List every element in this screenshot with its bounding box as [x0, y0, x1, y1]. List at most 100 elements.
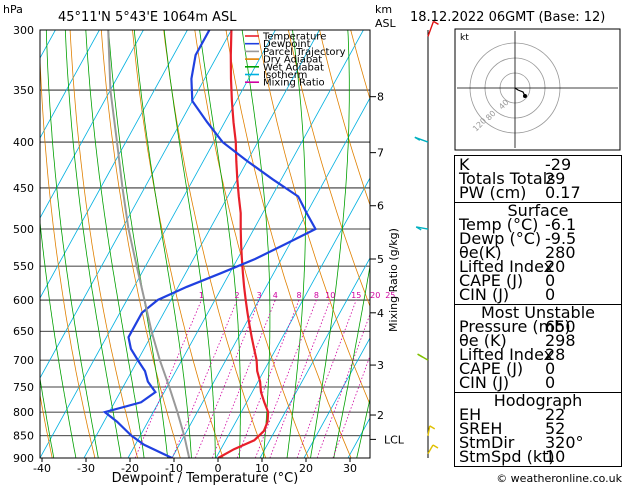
isotherm-line	[171, 97, 370, 458]
wind-barb	[427, 21, 435, 37]
storm-motion-dot	[523, 94, 527, 98]
asl-unit: ASL	[375, 17, 397, 30]
plot-frame	[39, 29, 371, 459]
temperature-tick-label: -20	[121, 462, 139, 475]
isotherm-line	[40, 30, 144, 219]
wet-adiabat-line	[310, 30, 350, 458]
isotherm-line	[215, 177, 370, 458]
mu-row: Lifted Index 28	[459, 345, 566, 364]
hodo-row: StmSpd (kt) 10	[459, 447, 566, 466]
dry-adiabat-line	[194, 30, 309, 458]
surface-row: Dewp (°C) -9.5	[459, 229, 577, 248]
legend-label: Parcel Trajectory	[263, 47, 346, 58]
mixing-ratio-axis-label: Mixing Ratio (g/kg)	[387, 228, 400, 332]
mixing-ratio-label: 8	[296, 291, 301, 300]
mixing-ratio-line	[254, 299, 317, 458]
temperature-axis: -40 -30 -20 -10 0 10 20 30	[33, 458, 357, 475]
wet-adiabat-line	[356, 397, 370, 458]
temperature-tick-label: 30	[343, 462, 357, 475]
dry-adiabat-line	[163, 30, 267, 458]
isotherm-line	[40, 30, 100, 139]
mu-row: θe (K) 298	[459, 331, 576, 350]
index-row-pw: PW (cm) 0.17	[459, 183, 581, 202]
surface-row: θe(K) 280	[459, 243, 576, 262]
pressure-tick-label: 600	[13, 294, 34, 307]
dry-adiabat-line	[256, 30, 370, 406]
temperature-tick-label: -30	[77, 462, 95, 475]
temperature-tick-label: 0	[215, 462, 222, 475]
dry-adiabat-line	[288, 30, 370, 308]
pressure-tick-label: 400	[13, 136, 34, 149]
wind-barb-flag	[415, 226, 422, 231]
wind-barb-flag	[433, 20, 439, 26]
isotherm-line	[40, 30, 188, 299]
altitude-tick-label: 2	[377, 409, 384, 422]
hodo-row: EH 22	[459, 405, 566, 424]
pressure-tick-label: 700	[13, 354, 34, 367]
pressure-tick-label: 850	[13, 430, 34, 443]
pressure-tick-label: 750	[13, 381, 34, 394]
surface-title: Surface	[507, 201, 569, 220]
surface-row: CIN (J) 0	[459, 285, 556, 304]
wet-adiabat-line	[133, 30, 192, 458]
wind-barbs	[414, 20, 439, 458]
wet-adiabat-line	[108, 30, 168, 458]
mu-row: CIN (J) 0	[459, 373, 556, 392]
mu-row: CAPE (J) 0	[459, 359, 556, 378]
footer-credit: © weatheronline.co.uk	[496, 472, 622, 485]
wet-adiabat-line	[45, 30, 99, 458]
most-unstable-box: Most Unstable Pressure (mb) 650 θe (K) 298…	[454, 304, 622, 393]
mixing-ratio-label: 20	[370, 291, 380, 300]
x-axis-label: Dewpoint / Temperature (°C)	[112, 471, 299, 486]
altitude-tick-label: 3	[377, 359, 384, 372]
pressure-tick-label: 800	[13, 406, 34, 419]
altitude-tick-label: LCL	[384, 433, 405, 446]
hodograph-frame	[454, 28, 621, 151]
legend-label: Wet Adiabat	[263, 62, 324, 73]
legend-label: Mixing Ratio	[263, 78, 325, 89]
wet-adiabat-line	[40, 375, 55, 458]
dry-adiabat-line	[40, 50, 96, 458]
legend-label: Isotherm	[263, 70, 307, 81]
dry-adiabat-line	[132, 30, 224, 458]
isotherm-line	[303, 337, 370, 458]
mixing-ratio-line	[316, 313, 370, 458]
wet-adiabat-line	[85, 30, 145, 458]
legend-label: Dry Adiabat	[263, 55, 322, 66]
wind-barb-flag	[414, 136, 421, 141]
legend-label: Dewpoint	[263, 39, 311, 50]
mixing-ratio-line	[194, 299, 260, 458]
hodograph-trace	[514, 87, 526, 97]
mixing-ratio-label: 15	[351, 291, 361, 300]
wind-barb-flag	[429, 425, 436, 430]
km-unit: km	[375, 3, 392, 16]
legend-label: Temperature	[262, 32, 326, 43]
hodograph-table-title: Hodograph	[493, 391, 583, 410]
dewpoint-line	[102, 30, 318, 458]
wind-barb-flag	[432, 444, 439, 449]
isotherm-line	[127, 30, 364, 458]
background-lines	[40, 30, 370, 458]
mixing-ratio-line	[269, 299, 331, 458]
temperature-tick-label: 10	[255, 462, 269, 475]
hodo-row: StmDir 320°	[459, 433, 584, 452]
mixing-ratio-line	[332, 354, 370, 458]
hodograph-unit: kt	[460, 33, 469, 43]
mixing-ratio-label: 25	[385, 291, 395, 300]
mixing-ratio-line	[211, 299, 276, 458]
pressure-tick-label: 650	[13, 325, 34, 338]
altitude-tick-label: 4	[377, 307, 384, 320]
dry-adiabat-line	[225, 30, 352, 458]
hodograph-table: Hodograph EH 22 SREH 52 StmDir 320° StmSpd …	[454, 392, 622, 467]
pressure-tick-label: 500	[13, 223, 34, 236]
mixing-ratio-labels: 1 2 3 4 8 8 10 15 20 25	[199, 291, 396, 300]
wet-adiabat-line	[64, 30, 122, 458]
mixing-ratio-label: 10	[325, 291, 335, 300]
datetime-title: 18.12.2022 06GMT (Base: 12)	[410, 10, 605, 25]
mixing-ratio-label: 1	[199, 291, 204, 300]
mixing-ratio-label: 8	[314, 291, 319, 300]
dry-adiabat-line	[69, 30, 138, 458]
pressure-axis: 300 350 400 450 500 550 600 650 700 750 800 850 900	[13, 24, 34, 465]
parcel-trajectory-line	[107, 30, 191, 458]
